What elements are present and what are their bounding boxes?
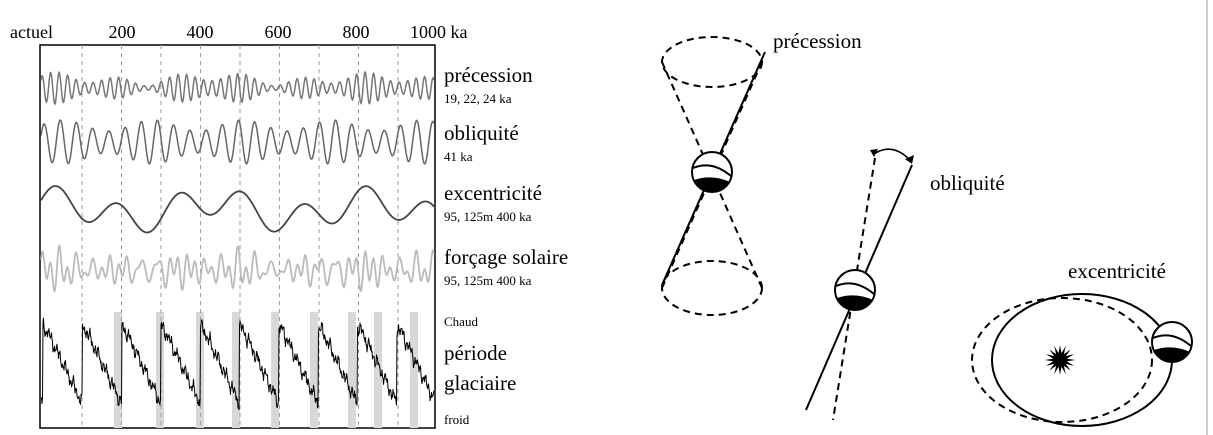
obliquity-diagram bbox=[805, 148, 914, 421]
diagram-label: précession bbox=[773, 29, 862, 53]
band bbox=[271, 312, 279, 428]
curve-periods: 19, 22, 24 ka bbox=[444, 91, 512, 106]
curves bbox=[40, 70, 435, 411]
obliquity-curve bbox=[40, 119, 435, 165]
curve-name: forçage solaire bbox=[444, 245, 568, 269]
band bbox=[114, 312, 122, 428]
curve-periods: 95, 125m 400 ka bbox=[444, 209, 532, 224]
curve-name: excentricité bbox=[444, 181, 542, 205]
eccentricity-curve bbox=[40, 185, 435, 234]
axis-label: 400 bbox=[187, 22, 214, 42]
axis-label: 200 bbox=[109, 22, 136, 42]
diagram-label: excentricité bbox=[1068, 259, 1166, 283]
glacial-bands bbox=[114, 312, 418, 428]
band bbox=[232, 312, 240, 428]
band bbox=[410, 312, 418, 428]
curve-periods: 41 ka bbox=[444, 149, 473, 164]
curve-periods: 95, 125m 400 ka bbox=[444, 273, 532, 288]
axis-label: 600 bbox=[265, 22, 292, 42]
curve-name: précession bbox=[444, 63, 533, 87]
curve-name: obliquité bbox=[444, 121, 519, 145]
glacial-label: période bbox=[444, 341, 507, 365]
band bbox=[348, 312, 356, 428]
diagram-label: obliquité bbox=[930, 171, 1005, 195]
band bbox=[156, 312, 164, 428]
axis-label: 800 bbox=[343, 22, 370, 42]
warm-label: Chaud bbox=[444, 314, 478, 329]
band bbox=[310, 312, 318, 428]
band bbox=[374, 312, 382, 428]
precession-curve bbox=[40, 70, 435, 106]
axis-label: actuel bbox=[10, 22, 53, 42]
axis-label: 1000 ka bbox=[410, 22, 468, 42]
glacial-label: glaciaire bbox=[444, 371, 516, 395]
sun bbox=[1045, 345, 1075, 375]
precession-diagram bbox=[661, 36, 766, 316]
cold-label: froid bbox=[444, 412, 470, 427]
solar-forcing-curve bbox=[40, 244, 435, 294]
glacial-curve bbox=[40, 317, 435, 411]
eccentricity-diagram bbox=[971, 293, 1193, 427]
